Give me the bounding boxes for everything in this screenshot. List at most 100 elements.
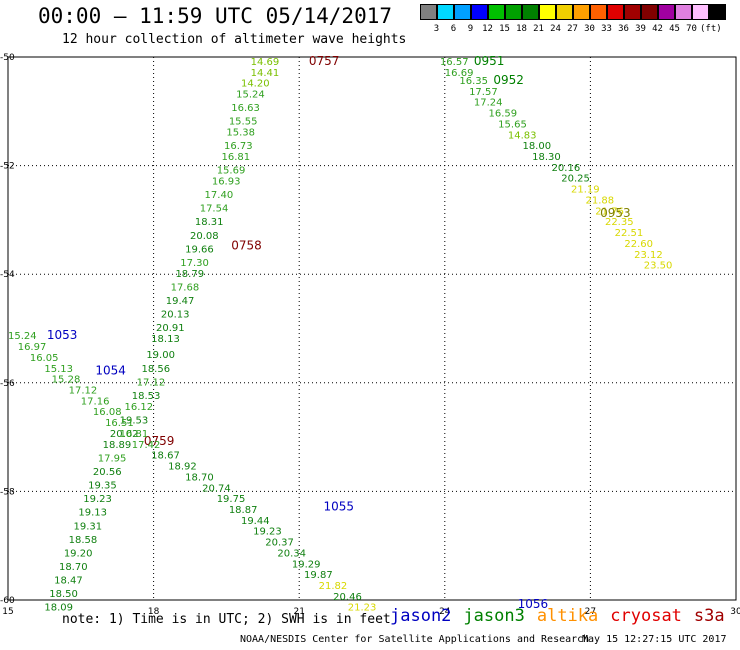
legend-swatch: [692, 4, 709, 20]
legend-swatch: [454, 4, 471, 20]
swh-value: 20.56: [93, 467, 122, 478]
swh-value: 17.12: [137, 377, 166, 388]
swh-value: 22.35: [605, 217, 634, 228]
swh-value: 17.12: [69, 386, 98, 397]
legend-label: 27: [567, 24, 578, 34]
legend-swatch: [522, 4, 539, 20]
legend-swatch: [590, 4, 607, 20]
swh-value: 17.16: [81, 396, 110, 407]
y-tick-label: -52: [0, 162, 15, 172]
legend-swatch: [556, 4, 573, 20]
swh-value: 18.47: [54, 576, 83, 587]
swh-value: 19.53: [120, 415, 149, 426]
time-label: 1054: [95, 364, 126, 378]
swh-value: 19.00: [146, 350, 175, 361]
legend-swatch: [641, 4, 658, 20]
legend-label: 18: [516, 24, 527, 34]
legend-swatch: [420, 4, 437, 20]
swh-value: 15.38: [226, 128, 255, 139]
swh-value: 20.91: [156, 323, 185, 334]
legend-label: 30: [584, 24, 595, 34]
swh-value: 23.12: [634, 250, 663, 261]
legend-label: 12: [482, 24, 493, 34]
x-tick-label: 30: [730, 607, 740, 617]
legend-label: 15: [499, 24, 510, 34]
swh-value: 20.46: [333, 592, 362, 603]
legend-label: 33: [601, 24, 612, 34]
plot-frame: [7, 56, 737, 601]
legend-label: 42: [652, 24, 663, 34]
swh-value: 20.74: [202, 483, 231, 494]
satellite-altika: altika: [536, 606, 599, 626]
swh-value: 19.31: [74, 521, 103, 532]
swh-value: 19.23: [83, 494, 112, 505]
swh-value: 18.30: [532, 152, 561, 163]
time-label: 0953: [600, 206, 631, 220]
legend-swatch: [607, 4, 624, 20]
swh-value: 19.29: [292, 559, 321, 570]
swh-value: 18.13: [151, 334, 180, 345]
swh-value: 18.70: [59, 562, 88, 573]
legend-label: 70: [686, 24, 697, 34]
swh-value: 16.35: [459, 76, 488, 87]
swh-value: 16.08: [93, 407, 122, 418]
swh-value: 18.70: [185, 472, 214, 483]
swh-value: 17.57: [469, 87, 498, 98]
x-tick-label: 15: [2, 607, 13, 617]
swh-value: 21.23: [348, 603, 377, 614]
swh-value: 21.76: [595, 206, 624, 217]
swh-value: 19.44: [241, 516, 270, 527]
time-label: 0759: [144, 434, 175, 448]
swh-value: 16.93: [212, 176, 241, 187]
legend-label: 21: [533, 24, 544, 34]
swh-value: 18.89: [103, 440, 132, 451]
satellite-s3a: s3a: [693, 606, 725, 626]
swh-value: 19.20: [64, 548, 93, 559]
swh-value: 16.81: [120, 429, 149, 440]
swh-value: 21.82: [319, 581, 348, 592]
swh-value: 16.97: [18, 342, 47, 353]
legend-swatch: [675, 4, 692, 20]
page-title: 00:00 – 11:59 UTC 05/14/2017: [38, 4, 393, 28]
swh-value: 18.79: [175, 269, 204, 280]
satellite-legend: jason2 jason3 altika cryosat s3a: [390, 606, 737, 626]
legend-label: 3: [433, 24, 440, 34]
swh-value: 18.31: [195, 217, 224, 228]
swh-value: 17.54: [200, 204, 229, 215]
swh-value: 20.37: [265, 538, 294, 549]
time-label: 0952: [493, 73, 524, 87]
swh-value: 15.69: [217, 166, 246, 177]
swh-value: 16.57: [440, 57, 469, 68]
credit-line: NOAA/NESDIS Center for Satellite Applica…: [240, 634, 590, 645]
swh-value: 18.58: [69, 535, 98, 546]
swh-value: 16.51: [105, 418, 134, 429]
swh-value: 15.13: [44, 364, 73, 375]
swh-value: 20.08: [190, 231, 219, 242]
swh-value: 18.92: [168, 462, 197, 473]
swh-value: 19.47: [166, 296, 195, 307]
swh-value: 18.87: [229, 505, 258, 516]
swh-value: 19.23: [253, 527, 282, 538]
swh-value: 22.51: [615, 228, 644, 239]
swh-value: 17.95: [98, 453, 127, 464]
legend-swatch: [505, 4, 522, 20]
x-tick-label: 24: [439, 607, 451, 617]
swh-value: 20.02: [110, 429, 139, 440]
time-label: 0951: [474, 54, 505, 68]
swh-value: 18.53: [132, 391, 161, 402]
swh-value: 20.16: [552, 163, 581, 174]
legend-label: 36: [618, 24, 629, 34]
legend-swatch: [573, 4, 590, 20]
x-tick-label: 21: [293, 607, 304, 617]
legend-swatch: [488, 4, 505, 20]
swh-value: 18.09: [44, 603, 73, 614]
swh-value: 16.59: [488, 109, 517, 120]
time-label: 1053: [47, 328, 78, 342]
time-label: 1056: [518, 597, 549, 611]
time-label: 0757: [309, 54, 340, 68]
swh-value: 19.66: [185, 244, 214, 255]
swh-value: 17.30: [180, 258, 209, 269]
swh-value: 22.60: [624, 239, 653, 250]
swh-value: 19.75: [217, 494, 246, 505]
